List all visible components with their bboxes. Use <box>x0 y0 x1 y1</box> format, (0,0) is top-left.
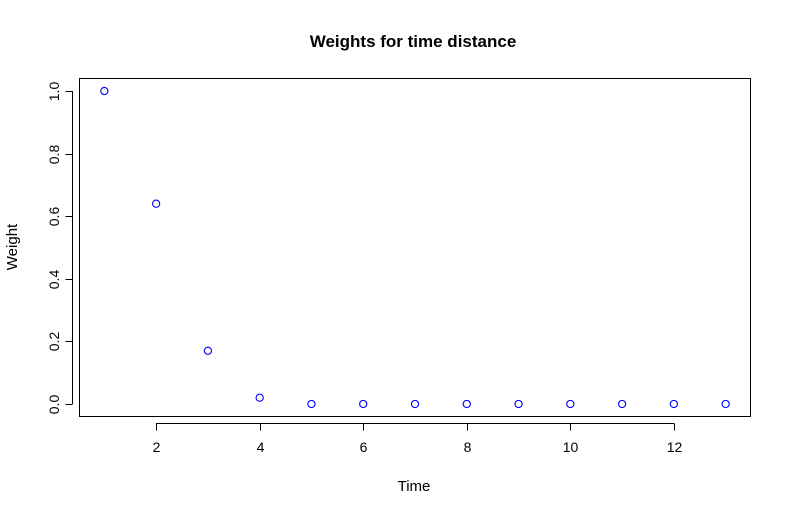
x-axis-label: Time <box>398 478 431 495</box>
y-axis: 0.0 0.2 0.4 0.6 0.8 1.0 <box>46 82 73 415</box>
data-point <box>359 399 368 409</box>
data-point <box>514 399 523 409</box>
x-tick-label: 10 <box>563 439 579 455</box>
x-axis: 2 4 6 8 10 12 <box>153 423 683 455</box>
x-tick-label: 12 <box>667 439 683 455</box>
data-point <box>151 199 161 208</box>
y-axis-label: Weight <box>4 223 21 270</box>
data-point <box>721 399 730 409</box>
x-tick-label: 4 <box>257 439 265 455</box>
x-tick-label: 8 <box>464 439 472 455</box>
data-point <box>203 346 213 355</box>
y-tick-label: 0.6 <box>46 207 62 227</box>
data-point <box>307 399 316 409</box>
data-point <box>100 86 109 96</box>
y-tick-label: 0.8 <box>46 145 62 165</box>
plot-frame <box>79 78 751 417</box>
data-point <box>462 399 471 409</box>
y-tick-label: 0.4 <box>46 270 62 290</box>
x-tick-label: 6 <box>360 439 368 455</box>
x-tick-label: 2 <box>153 439 161 455</box>
y-tick-label: 1.0 <box>46 82 62 102</box>
data-point <box>566 399 575 409</box>
data-point <box>255 393 264 402</box>
data-point <box>617 399 627 409</box>
data-points <box>100 86 730 409</box>
y-tick-label: 0.2 <box>46 332 62 352</box>
data-point <box>410 399 420 409</box>
y-tick-label: 0.0 <box>46 395 62 415</box>
data-point <box>669 399 679 409</box>
chart-title: Weights for time distance <box>310 32 517 51</box>
